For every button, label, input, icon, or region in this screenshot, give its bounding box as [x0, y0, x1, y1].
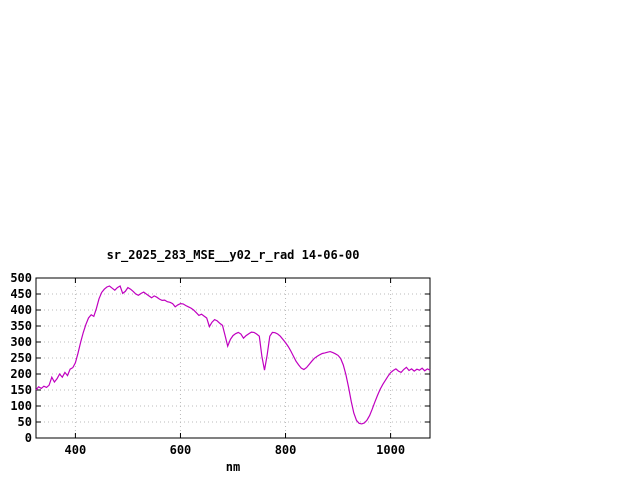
- y-tick-label: 150: [10, 383, 32, 397]
- chart-title: sr_2025_283_MSE__y02_r_rad 14-06-00: [106, 248, 360, 262]
- y-tick-label: 350: [10, 319, 32, 333]
- y-tick-label: 450: [10, 287, 32, 301]
- y-tick-label: 0: [24, 431, 32, 445]
- y-tick-label: 100: [10, 399, 32, 413]
- x-tick-label: 400: [64, 443, 87, 457]
- y-tick-label: 400: [10, 303, 32, 317]
- y-tick-label: 300: [10, 335, 32, 349]
- x-tick-label: 600: [169, 443, 192, 457]
- y-tick-label: 50: [17, 415, 32, 429]
- y-tick-label: 250: [10, 351, 32, 365]
- y-tick-label: 500: [10, 271, 32, 285]
- y-tick-label: 200: [10, 367, 32, 381]
- x-tick-label: 1000: [376, 443, 406, 457]
- x-tick-label: 800: [274, 443, 297, 457]
- x-axis-label: nm: [225, 460, 241, 474]
